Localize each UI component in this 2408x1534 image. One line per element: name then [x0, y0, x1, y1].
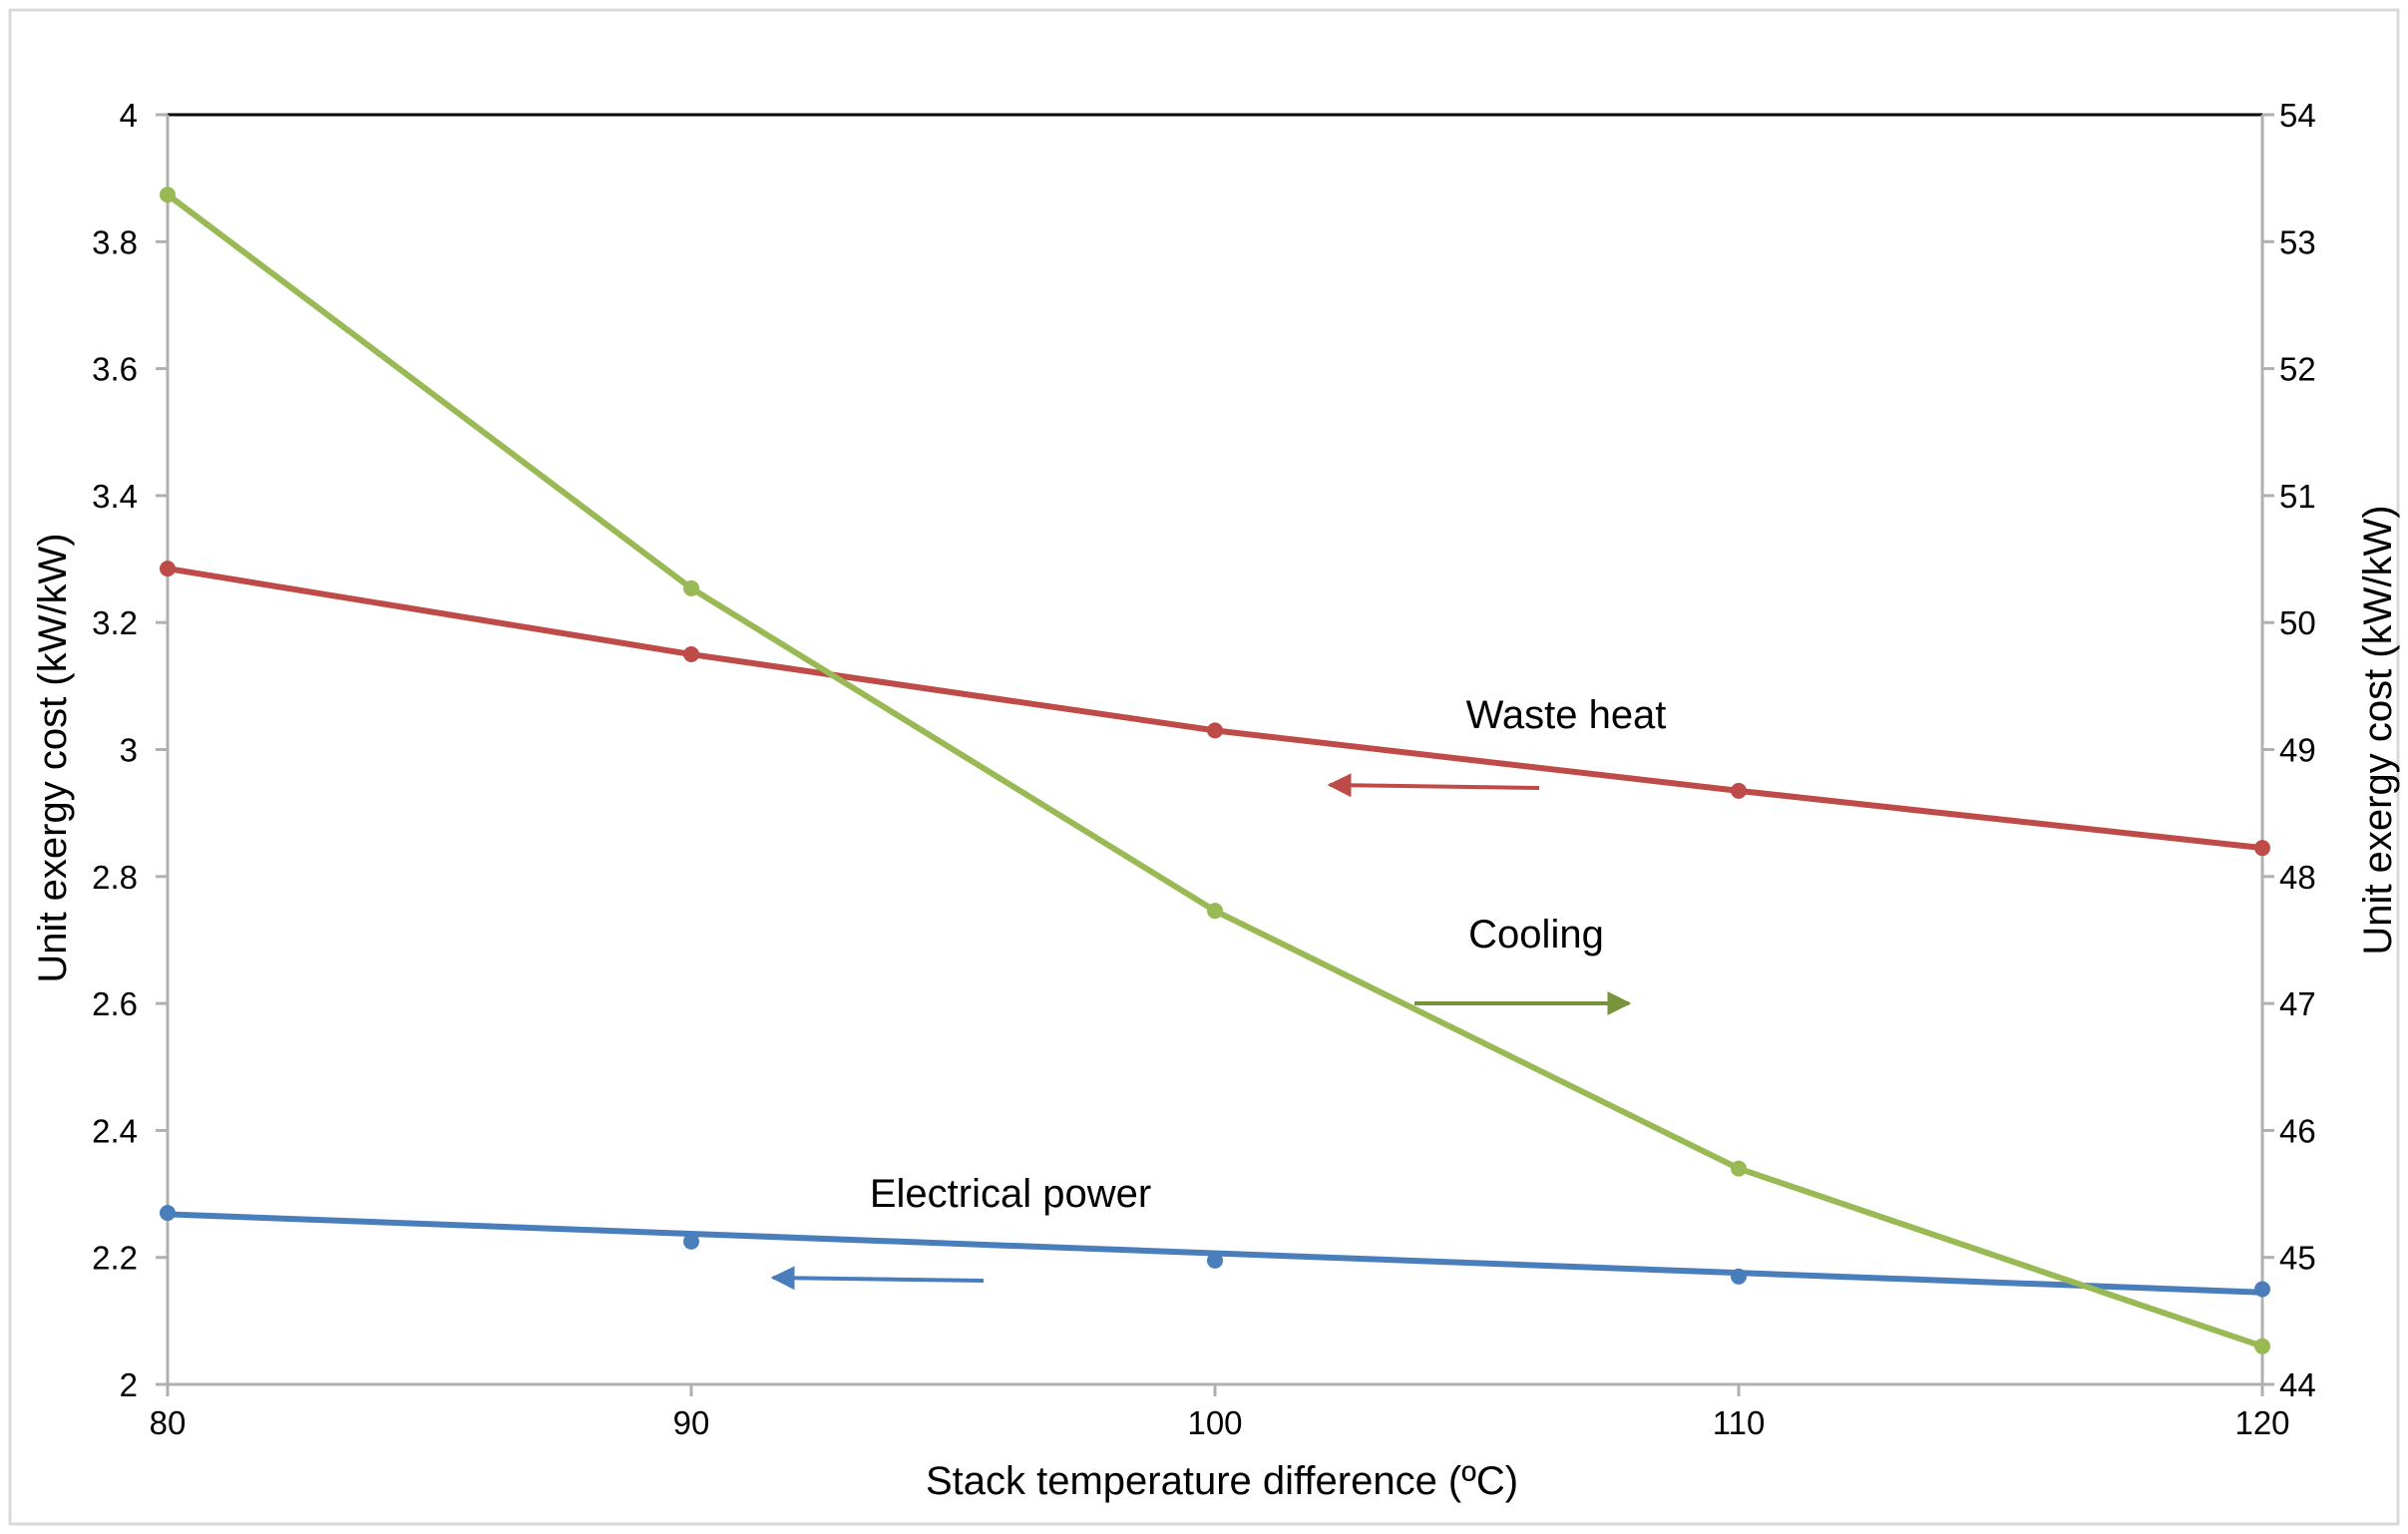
data-point-electrical-power [160, 1205, 176, 1222]
y-tick-label-left: 2.8 [92, 859, 138, 896]
y-tick-label-right: 50 [2279, 604, 2316, 641]
y-tick-label-left: 3.2 [92, 604, 138, 641]
tick-labels: 22.22.42.62.833.23.43.63.844445464748495… [92, 97, 2316, 1441]
y-tick-label-right: 49 [2279, 732, 2316, 769]
data-point-electrical-power [1731, 1268, 1747, 1285]
data-point-cooling [160, 187, 176, 203]
x-tick-label: 110 [1713, 1404, 1766, 1441]
series-layer [160, 187, 2270, 1354]
chart-border [8, 8, 2400, 1526]
data-point-waste-heat [1731, 782, 1747, 799]
annotation-arrow-waste-heat [1327, 773, 1540, 798]
data-point-waste-heat [160, 561, 176, 577]
y-tick-label-right: 54 [2279, 97, 2316, 134]
y-tick-label-left: 3 [120, 732, 138, 769]
y-axis-label-right: Unit exergy cost (kW/kW) [2356, 505, 2400, 955]
data-point-electrical-power [683, 1233, 699, 1250]
series-waste-heat [160, 561, 2270, 857]
x-tick-label: 80 [150, 1404, 187, 1441]
series-cooling [160, 187, 2270, 1354]
y-tick-label-right: 52 [2279, 351, 2316, 388]
y-tick-label-left: 2.6 [92, 985, 138, 1022]
y-tick-label-right: 47 [2279, 985, 2316, 1022]
series-electrical-power [160, 1205, 2270, 1298]
data-point-electrical-power [1207, 1252, 1223, 1269]
annotation-electrical-power: Electrical power [870, 1172, 1151, 1216]
x-tick-label: 120 [2234, 1404, 2289, 1441]
y-tick-label-right: 53 [2279, 223, 2316, 260]
y-tick-label-right: 51 [2279, 478, 2316, 515]
data-point-cooling [2254, 1338, 2270, 1354]
annotation-arrow-electrical-power [770, 1266, 985, 1291]
x-axis-label: Stack temperature difference (ºC) [926, 1459, 1518, 1503]
y-tick-label-left: 2.2 [92, 1240, 138, 1277]
y-tick-label-left: 3.6 [92, 351, 138, 388]
data-point-electrical-power [2254, 1281, 2270, 1298]
data-point-waste-heat [2254, 840, 2270, 857]
x-tick-label: 90 [673, 1404, 710, 1441]
y-tick-label-right: 48 [2279, 859, 2316, 896]
y-tick-label-right: 46 [2279, 1112, 2316, 1149]
y-axis-label-left: Unit exergy cost (kW/kW) [31, 533, 75, 982]
y-tick-label-left: 2.4 [92, 1112, 138, 1149]
x-tick-label: 100 [1187, 1404, 1242, 1441]
y-tick-label-left: 3.4 [92, 478, 138, 515]
axes [156, 113, 2274, 1396]
y-tick-label-left: 3.8 [92, 223, 138, 260]
y-tick-label-right: 45 [2279, 1240, 2316, 1277]
annotation-waste-heat: Waste heat [1466, 693, 1667, 737]
annotation-cooling: Cooling [1468, 913, 1604, 957]
data-point-cooling [683, 579, 699, 596]
y-tick-label-right: 44 [2279, 1366, 2316, 1403]
data-point-waste-heat [683, 646, 699, 663]
data-point-cooling [1207, 903, 1223, 920]
y-tick-label-left: 2 [120, 1366, 138, 1403]
data-point-waste-heat [1207, 722, 1223, 739]
annotations: Waste heat Cooling Electrical power [770, 693, 1667, 1291]
data-point-cooling [1731, 1160, 1747, 1177]
y-tick-label-left: 4 [120, 97, 138, 134]
